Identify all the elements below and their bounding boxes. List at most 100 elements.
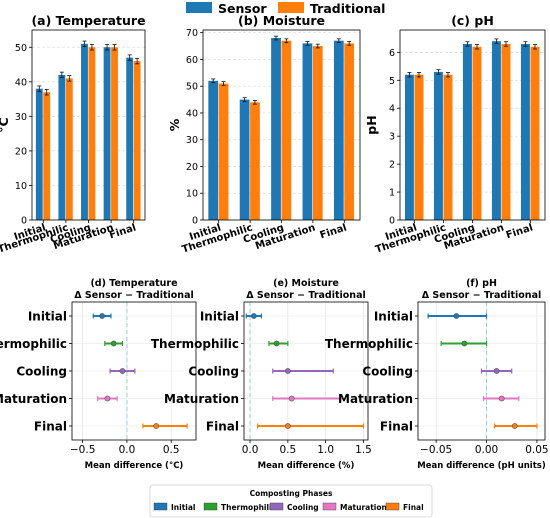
bar-sensor-maturation — [302, 43, 313, 221]
bar-sensor-initial — [404, 74, 414, 221]
mean-point-cooling — [284, 368, 291, 374]
mean-point-maturation — [498, 395, 505, 402]
bar-sensor-initial — [208, 80, 219, 221]
panel-a: (a) Temperature01020304050InitialThermop… — [0, 13, 146, 256]
panel-a-title: (a) Temperature — [31, 13, 145, 28]
y-tick-label-thermophilic: Thermophilic — [325, 337, 413, 351]
plot-frame — [417, 301, 546, 441]
legend-swatch-sensor — [186, 2, 212, 13]
legend-swatch-cooling — [269, 502, 284, 511]
panel-d-title: (d) Temperature — [90, 278, 177, 289]
y-tick-label-maturation: Maturation — [164, 392, 239, 406]
x-tick-label: 1.0 — [317, 444, 334, 456]
legend-label-cooling: Cooling — [287, 503, 319, 512]
x-tick-label: 0.0 — [119, 444, 136, 456]
bar-traditional-maturation — [312, 46, 323, 221]
panel-b-ylabel: % — [167, 118, 182, 131]
x-tick-label: −0.05 — [420, 444, 452, 456]
panel-f-xlabel: Mean difference (pH units) — [417, 461, 546, 471]
y-tick-label-thermophilic: Thermophilic — [0, 337, 67, 351]
bar-traditional-final — [133, 61, 141, 220]
mean-point-maturation — [104, 395, 111, 402]
panel-c-ylabel: pH — [364, 115, 379, 134]
bar-sensor-maturation — [103, 47, 111, 220]
y-tick-label: 40 — [15, 77, 27, 88]
legend-label-thermophilic: Thermophilic — [221, 503, 276, 512]
bar-sensor-initial — [35, 88, 43, 221]
mean-point-initial — [99, 313, 106, 319]
x-tick-label: −0.5 — [70, 444, 96, 456]
x-tick-label: 1.5 — [355, 444, 372, 456]
bar-traditional-initial — [43, 92, 51, 220]
panel-c-title: (c) pH — [451, 13, 494, 28]
bar-traditional-initial — [414, 74, 424, 221]
bar-traditional-cooling — [281, 40, 292, 220]
panel-c: (c) pH0123456InitialThermophilicCoolingM… — [364, 13, 546, 256]
y-tick-label: 6 — [389, 48, 395, 59]
panel-e-subtitle: Δ Sensor − Traditional — [246, 290, 366, 301]
y-tick-label: 20 — [15, 146, 27, 157]
y-tick-label: 10 — [186, 189, 198, 200]
panel-e-xlabel: Mean difference (%) — [258, 461, 355, 471]
y-tick-label-maturation: Maturation — [0, 392, 67, 406]
x-tick-label-final: Final — [505, 222, 535, 241]
bar-traditional-thermophilic — [250, 102, 260, 220]
y-tick-label-cooling: Cooling — [16, 365, 67, 379]
plot-frame — [243, 301, 369, 441]
y-tick-label: 40 — [186, 108, 198, 119]
legend-swatch-traditional — [278, 2, 304, 13]
mean-point-cooling — [493, 368, 500, 374]
bar-traditional-cooling — [472, 46, 482, 220]
legend-label-sensor: Sensor — [218, 1, 267, 16]
legend-swatch-maturation — [322, 502, 337, 511]
x-tick-label: 0.5 — [163, 444, 180, 456]
y-tick-label: 0 — [192, 216, 198, 227]
x-tick-label: 0.0 — [242, 444, 259, 456]
bar-sensor-thermophilic — [433, 71, 443, 220]
bar-traditional-final — [344, 43, 355, 221]
legend-label-maturation: Maturation — [340, 503, 387, 512]
bar-traditional-thermophilic — [65, 78, 73, 220]
y-tick-label: 70 — [186, 28, 198, 39]
bar-traditional-thermophilic — [443, 74, 453, 221]
legend-label-initial: Initial — [171, 503, 196, 512]
mean-point-thermophilic — [461, 340, 468, 347]
bar-sensor-final — [333, 40, 344, 220]
panel-b: (b) Moisture010203040506070InitialThermo… — [167, 13, 361, 256]
y-tick-label: 4 — [389, 104, 395, 115]
legend-box — [149, 484, 433, 518]
y-tick-label: 50 — [15, 43, 27, 54]
bar-sensor-maturation — [491, 41, 501, 221]
y-tick-label-final: Final — [34, 420, 67, 434]
y-tick-label-final: Final — [206, 420, 239, 434]
y-tick-label: 2 — [389, 160, 395, 171]
legend-title: Composting Phases — [250, 489, 333, 498]
y-tick-label: 0 — [389, 216, 395, 227]
plot-frame — [71, 301, 197, 441]
legend-label-final: Final — [403, 503, 424, 512]
y-tick-label: 50 — [186, 82, 198, 93]
bar-sensor-thermophilic — [58, 74, 66, 220]
chart-panels: (a) Temperature01020304050InitialThermop… — [0, 13, 549, 471]
y-tick-label: 30 — [15, 112, 27, 123]
bar-traditional-maturation — [111, 47, 118, 220]
legend-swatch-initial — [153, 502, 168, 511]
bar-traditional-cooling — [88, 47, 96, 220]
legend-label-traditional: Traditional — [310, 1, 385, 16]
legend-swatch-thermophilic — [203, 502, 218, 511]
mean-point-maturation — [288, 395, 295, 402]
y-tick-label: 3 — [389, 132, 395, 143]
bar-traditional-maturation — [501, 43, 511, 221]
mean-point-final — [153, 423, 160, 429]
plot-frame — [202, 29, 361, 221]
y-tick-label: 20 — [186, 162, 198, 173]
bar-sensor-final — [520, 43, 530, 221]
y-tick-label-thermophilic: Thermophilic — [151, 337, 239, 351]
panel-d-xlabel: Mean difference (°C) — [85, 461, 184, 471]
mean-point-initial — [250, 313, 257, 319]
x-tick-label: 0.5 — [280, 444, 297, 456]
x-tick-label-final: Final — [319, 222, 349, 241]
